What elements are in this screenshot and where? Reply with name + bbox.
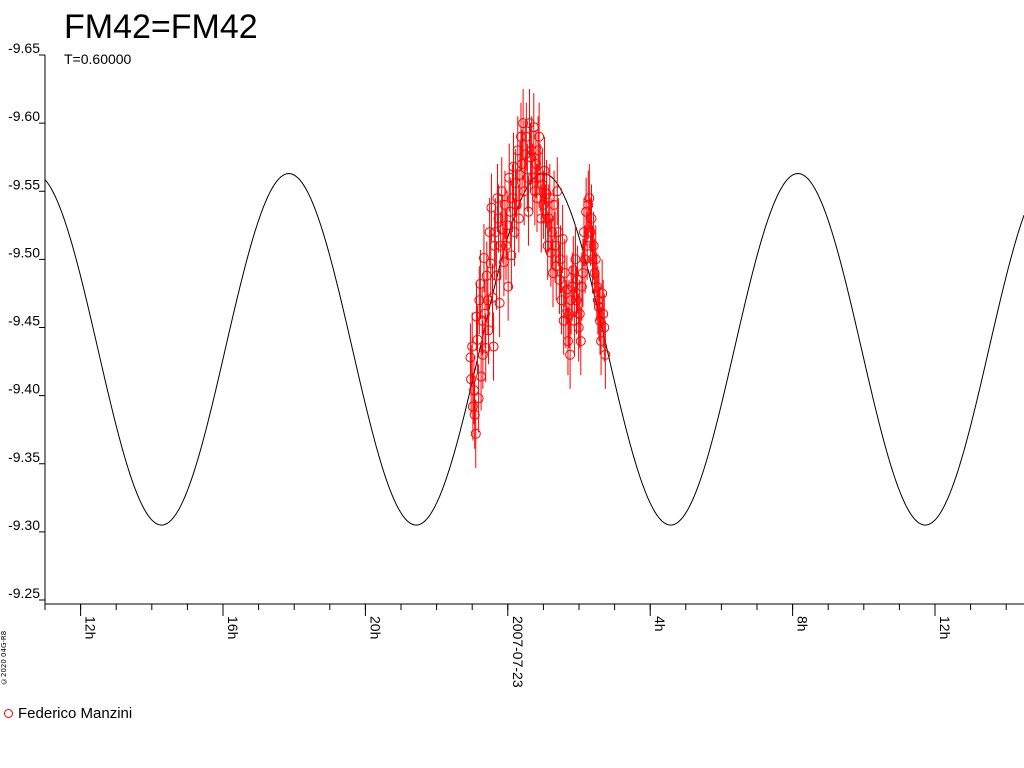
data-point [580,254,591,265]
model-sine-path [44,172,1024,526]
data-point [554,274,565,285]
data-point [597,288,608,299]
data-point [539,165,550,176]
data-point [598,308,609,319]
data-point [477,349,488,360]
data-point [573,322,584,333]
y-tick-label: -9.35 [8,449,40,465]
x-axis-ticks: 12h 16h 20h 2007-07-23 4h 8h 12h [44,604,1007,688]
data-point [564,308,575,319]
data-point [560,308,571,319]
data-point [473,393,484,404]
data-point [584,193,595,204]
x-tick-label: 12h [937,616,953,639]
data-point [470,428,481,439]
y-tick-label: -9.45 [8,313,40,329]
data-point [566,295,577,306]
data-point [571,295,582,306]
data-point [576,281,587,292]
legend-circle-icon [4,709,13,718]
x-tick-label: 16h [225,616,241,639]
x-tick-label: 12h [83,616,99,639]
observation-series [465,89,611,468]
y-tick-label: -9.30 [8,517,40,533]
data-point [469,409,480,420]
data-point [586,213,597,224]
chart-subtitle: T=0.60000 [64,51,132,67]
data-point [481,270,492,281]
y-tick-label: -9.40 [8,381,40,397]
data-point [585,227,596,238]
data-point [574,308,585,319]
legend-label: Federico Manzini [18,705,133,722]
data-point [494,297,505,308]
data-point [496,186,507,197]
data-point [538,199,549,210]
data-point [562,336,573,347]
data-point [543,213,554,224]
y-tick-label: -9.25 [8,585,40,601]
data-point [575,336,586,347]
data-point [465,352,476,363]
y-tick-label: -9.55 [8,176,40,192]
data-point [506,250,517,261]
data-point [548,268,559,278]
y-tick-label: -9.50 [8,244,40,260]
data-point [478,253,489,264]
data-point [557,233,568,244]
data-point [513,213,524,224]
chart-axes [44,55,1024,605]
data-point [503,281,514,292]
legend: Federico Manzini [4,705,132,722]
data-point [590,254,601,265]
data-point [570,254,581,265]
data-point [488,341,499,352]
copyright-credit: ©2020 04G-R8 [0,630,8,685]
y-axis-ticks: -9.65 -9.60 -9.55 -9.50 -9.45 -9.40 -9.35 -9.30… [8,40,45,601]
data-point [489,240,500,251]
y-tick-label: -9.60 [8,108,40,124]
x-tick-label: 2007-07-23 [510,616,526,688]
data-point [495,240,506,251]
model-curve [44,172,1024,526]
data-point [534,131,545,142]
y-tick-label: -9.65 [8,40,40,56]
data-point [480,342,491,353]
x-tick-label: 4h [652,616,668,632]
data-point [490,227,501,238]
data-point [511,199,522,210]
data-point [552,186,563,197]
data-point [486,202,497,213]
data-point [600,349,611,360]
x-tick-label: 20h [367,616,383,639]
data-point [588,240,599,251]
x-tick-label: 8h [795,616,811,632]
data-point [477,315,488,326]
data-point [480,308,491,319]
data-point [467,401,478,412]
data-point [599,322,610,333]
data-point [591,281,602,292]
data-point [583,199,594,210]
data-point [518,118,529,129]
data-point [466,374,477,385]
chart-title: FM42=FM42 [64,8,258,46]
data-point [529,186,540,197]
data-point [487,292,498,303]
